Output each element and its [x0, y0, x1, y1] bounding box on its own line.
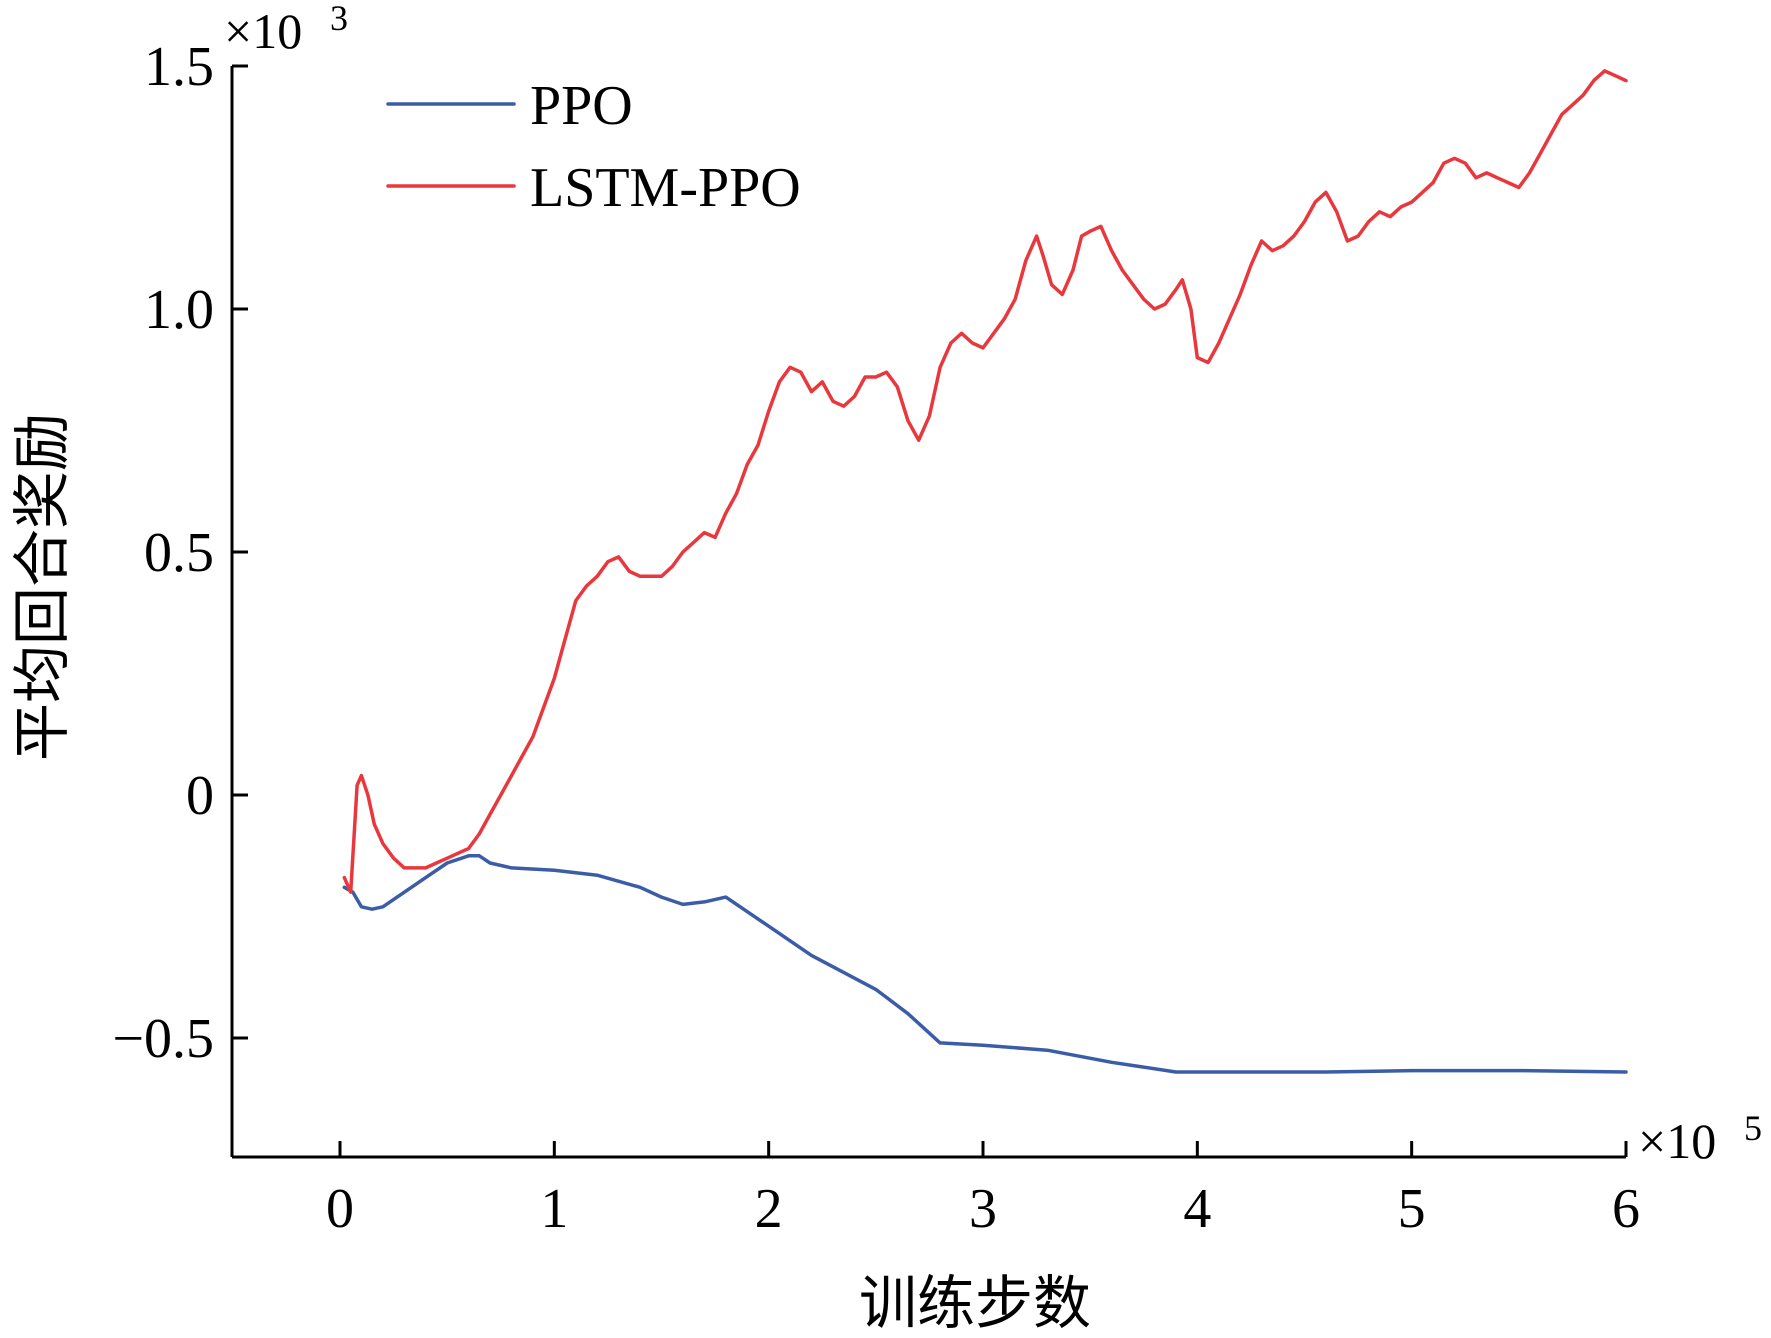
- x-multiplier-base: ×10: [1638, 1113, 1716, 1169]
- series-layer: [342, 69, 1628, 1074]
- x-tick-label: 2: [755, 1178, 783, 1240]
- x-tick-label: 1: [540, 1178, 568, 1240]
- x-ticks: 0 1 2 3 4 5 6: [326, 1141, 1640, 1240]
- y-tick-label: 1.5: [144, 36, 214, 98]
- x-tick-label: 4: [1183, 1178, 1211, 1240]
- series-line-lstm-ppo: [342, 69, 1628, 894]
- y-axis-title: 平均回合奖励: [8, 413, 76, 761]
- y-tick-label: 1.0: [144, 279, 214, 341]
- legend-label-lstm-ppo: LSTM-PPO: [530, 157, 801, 219]
- y-multiplier-base: ×10: [224, 3, 302, 59]
- x-tick-label: 0: [326, 1178, 354, 1240]
- legend-label-ppo: PPO: [530, 75, 633, 137]
- y-multiplier-exponent: 3: [330, 0, 348, 38]
- x-multiplier: ×10 5: [1638, 1108, 1762, 1169]
- y-multiplier: ×10 3: [224, 0, 348, 59]
- x-tick-label: 3: [969, 1178, 997, 1240]
- y-tick-label: 0.5: [144, 522, 214, 584]
- x-tick-label: 6: [1612, 1178, 1640, 1240]
- y-tick-label: −0.5: [112, 1008, 214, 1070]
- x-axis-title: 训练步数: [859, 1269, 1091, 1337]
- x-multiplier-exponent: 5: [1744, 1108, 1762, 1148]
- series-line-ppo: [342, 854, 1628, 1074]
- x-tick-label: 5: [1398, 1178, 1426, 1240]
- y-tick-label: 0: [186, 765, 214, 827]
- legend: PPO LSTM-PPO: [386, 75, 801, 219]
- axes: [230, 66, 1626, 1159]
- y-ticks: −0.5 0 0.5 1.0 1.5: [112, 36, 248, 1070]
